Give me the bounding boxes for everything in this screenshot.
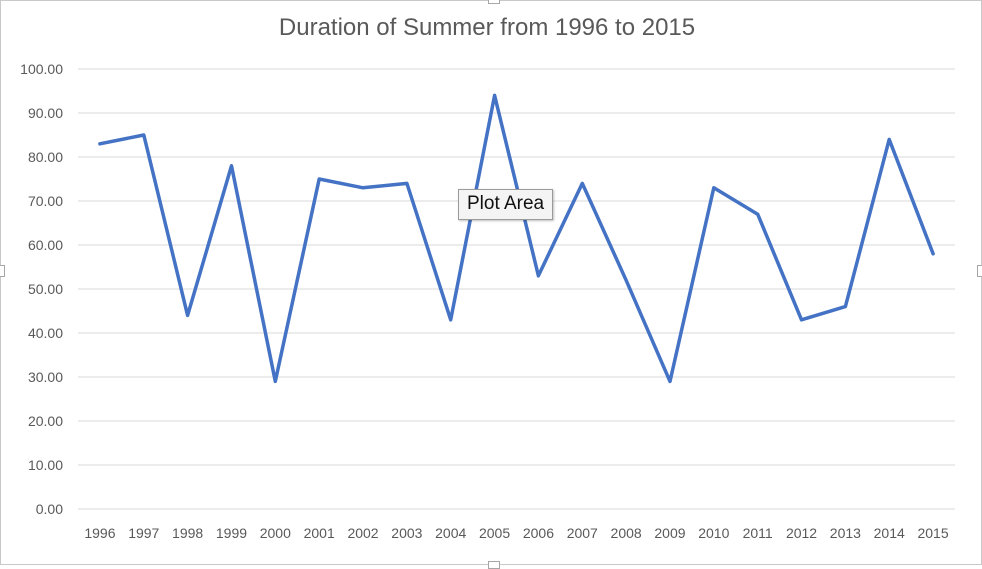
x-tick-label: 2004 <box>435 525 466 541</box>
data-point[interactable] <box>887 137 891 141</box>
x-tick-label: 1998 <box>172 525 203 541</box>
x-tick-label: 2012 <box>786 525 817 541</box>
x-tick-label: 2013 <box>830 525 861 541</box>
x-tick-label: 2010 <box>698 525 729 541</box>
x-tick-label: 2009 <box>654 525 685 541</box>
data-point[interactable] <box>142 133 146 137</box>
data-point[interactable] <box>668 379 672 383</box>
y-tick-label: 70.00 <box>28 193 63 209</box>
y-tick-label: 30.00 <box>28 369 63 385</box>
data-point[interactable] <box>98 142 102 146</box>
x-tick-label: 1999 <box>216 525 247 541</box>
x-tick-label: 1997 <box>128 525 159 541</box>
y-tick-label: 90.00 <box>28 105 63 121</box>
y-tick-label: 100.00 <box>20 61 63 77</box>
y-tick-label: 60.00 <box>28 237 63 253</box>
data-point[interactable] <box>493 93 497 97</box>
data-point[interactable] <box>536 274 540 278</box>
data-point[interactable] <box>317 177 321 181</box>
x-tick-label: 2000 <box>260 525 291 541</box>
data-point[interactable] <box>712 186 716 190</box>
resize-handle-left[interactable] <box>0 265 5 277</box>
x-tick-label: 2007 <box>567 525 598 541</box>
x-tick-label: 2003 <box>391 525 422 541</box>
y-tick-label: 40.00 <box>28 325 63 341</box>
y-tick-label: 10.00 <box>28 457 63 473</box>
data-point[interactable] <box>580 181 584 185</box>
x-tick-label: 2008 <box>611 525 642 541</box>
x-tick-label: 1996 <box>84 525 115 541</box>
x-tick-label: 2002 <box>347 525 378 541</box>
y-tick-label: 20.00 <box>28 413 63 429</box>
series-group[interactable] <box>98 93 935 384</box>
data-point[interactable] <box>931 252 935 256</box>
y-tick-label: 0.00 <box>36 501 63 517</box>
x-tick-label: 2015 <box>917 525 948 541</box>
data-point[interactable] <box>229 164 233 168</box>
x-tick-label: 2005 <box>479 525 510 541</box>
y-axis-ticks: 0.00 10.00 20.00 30.00 40.00 50.00 60.00 70.00 8… <box>20 61 63 517</box>
y-tick-label: 80.00 <box>28 149 63 165</box>
data-point[interactable] <box>273 379 277 383</box>
resize-handle-right[interactable] <box>977 265 982 277</box>
gridlines <box>78 68 955 510</box>
data-point[interactable] <box>800 318 804 322</box>
plot-area-tooltip: Plot Area <box>458 189 554 220</box>
x-axis-ticks: 1996 1997 1998 1999 2000 2001 2002 2003 2004 2005… <box>84 525 949 541</box>
data-point[interactable] <box>843 305 847 309</box>
data-point[interactable] <box>361 186 365 190</box>
x-tick-label: 2014 <box>874 525 905 541</box>
data-point[interactable] <box>624 278 628 282</box>
data-point[interactable] <box>756 212 760 216</box>
data-point[interactable] <box>405 181 409 185</box>
y-tick-label: 50.00 <box>28 281 63 297</box>
x-tick-label: 2001 <box>304 525 335 541</box>
resize-handle-top[interactable] <box>488 0 500 4</box>
x-tick-label: 2011 <box>743 525 773 541</box>
series-line[interactable] <box>98 93 935 384</box>
data-point[interactable] <box>449 318 453 322</box>
data-point[interactable] <box>186 313 190 317</box>
x-tick-label: 2006 <box>523 525 554 541</box>
chart-title: Duration of Summer from 1996 to 2015 <box>279 14 695 41</box>
